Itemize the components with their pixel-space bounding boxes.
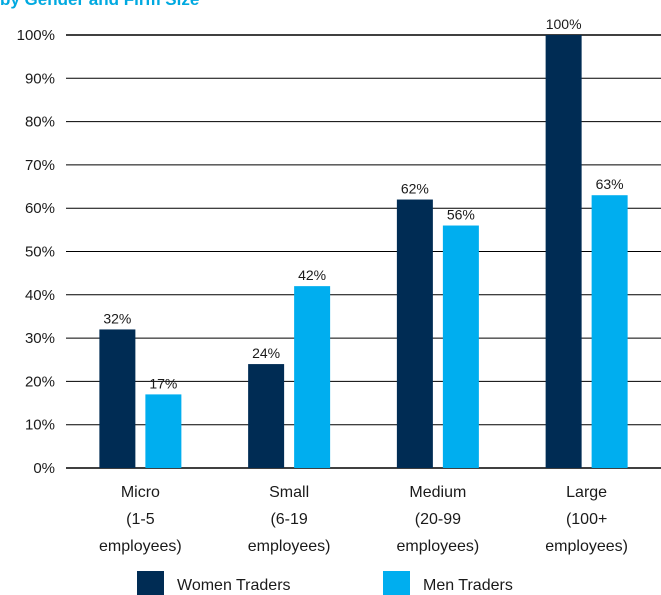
bar-women [248,364,285,468]
data-label: 100% [546,16,582,32]
y-tick-label: 0% [33,460,55,477]
category-label: employees) [99,538,182,555]
category-label: Large [566,484,607,501]
data-label: 24% [252,345,280,361]
bar-men [294,286,331,468]
legend-label-men: Men Traders [423,577,513,594]
y-tick-label: 50% [25,244,55,261]
data-label: 62% [401,181,429,197]
y-tick-label: 90% [25,70,55,87]
y-tick-label: 60% [25,200,55,217]
bar-women [396,199,433,469]
legend-label-women: Women Traders [177,577,291,594]
bar-men [145,394,182,468]
category-label: (6-19 [270,511,307,528]
data-label: 56% [447,207,475,223]
y-tick-label: 80% [25,114,55,131]
data-label: 63% [596,176,624,192]
bar-men [442,225,479,468]
data-label: 17% [149,375,177,391]
y-tick-label: 10% [25,417,55,434]
category-label: (20-99 [415,511,461,528]
y-tick-label: 40% [25,287,55,304]
category-label: Micro [121,484,160,501]
category-label: Medium [409,484,466,501]
category-label: Small [269,484,309,501]
y-tick-label: 20% [25,373,55,390]
chart-title: by Gender and Firm Size [0,0,199,10]
bar-women [545,35,582,468]
y-tick-label: 70% [25,157,55,174]
data-label: 32% [103,310,131,326]
category-label: (100+ [566,511,607,528]
bar-men [591,195,628,468]
y-tick-label: 30% [25,330,55,347]
legend-swatch-men [383,571,410,595]
category-label: employees) [545,538,628,555]
category-label: employees) [397,538,480,555]
category-label: (1-5 [126,511,155,528]
y-tick-label: 100% [17,27,55,44]
category-label: employees) [248,538,331,555]
bar-women [99,329,136,468]
legend-swatch-women [137,571,164,595]
data-label: 42% [298,267,326,283]
